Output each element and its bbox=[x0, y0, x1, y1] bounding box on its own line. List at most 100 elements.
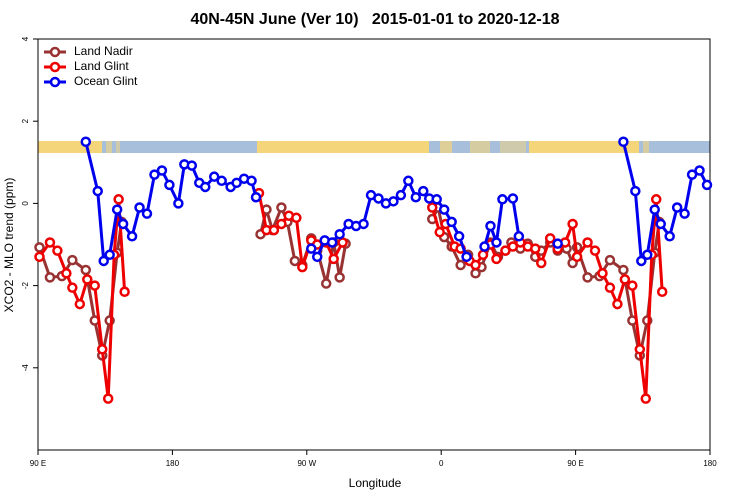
series-marker bbox=[67, 254, 78, 266]
series-marker bbox=[636, 255, 647, 267]
series-marker bbox=[634, 344, 646, 355]
series-marker bbox=[156, 165, 168, 176]
series-marker bbox=[334, 272, 345, 283]
series-marker bbox=[491, 237, 502, 248]
series-marker bbox=[98, 255, 109, 267]
series-marker bbox=[250, 191, 262, 203]
series-marker bbox=[434, 226, 445, 238]
series-marker bbox=[694, 165, 705, 176]
series-marker bbox=[141, 208, 153, 219]
series-marker bbox=[671, 202, 683, 213]
y-tick-label: -2 bbox=[21, 281, 30, 289]
series-marker bbox=[134, 202, 145, 213]
series-marker bbox=[640, 393, 652, 404]
series-marker bbox=[80, 136, 92, 147]
legend-marker bbox=[49, 46, 61, 58]
series-marker bbox=[438, 204, 450, 215]
series-marker bbox=[200, 181, 211, 193]
series-marker bbox=[582, 237, 593, 248]
series-marker bbox=[500, 245, 511, 256]
series-marker bbox=[618, 264, 629, 276]
series-marker bbox=[597, 268, 608, 279]
series-marker bbox=[582, 272, 593, 283]
series-marker bbox=[513, 231, 525, 242]
series-marker bbox=[649, 204, 660, 215]
series-marker bbox=[388, 196, 399, 207]
series-line bbox=[621, 141, 709, 265]
series-marker bbox=[104, 249, 115, 261]
series-marker bbox=[642, 249, 653, 261]
series-marker bbox=[418, 185, 429, 197]
series-marker bbox=[446, 216, 457, 228]
series-marker bbox=[656, 286, 668, 298]
series-marker bbox=[426, 202, 438, 213]
series-marker bbox=[276, 218, 287, 230]
series-marker bbox=[297, 261, 308, 273]
x-tick-label: 0 bbox=[439, 459, 444, 468]
series-marker bbox=[571, 251, 583, 263]
series-marker bbox=[664, 231, 675, 242]
series-marker bbox=[44, 272, 56, 283]
series-marker bbox=[216, 175, 227, 187]
series-marker bbox=[655, 218, 666, 230]
series-marker bbox=[552, 238, 563, 249]
series-marker bbox=[306, 243, 317, 254]
series-marker bbox=[358, 218, 369, 230]
series-marker bbox=[431, 194, 442, 205]
series-marker bbox=[164, 179, 175, 191]
series-marker bbox=[231, 177, 242, 189]
series-marker bbox=[291, 212, 302, 224]
series-marker bbox=[604, 282, 616, 293]
series-marker bbox=[627, 280, 638, 291]
series-marker bbox=[268, 224, 280, 236]
series-marker bbox=[149, 169, 160, 180]
y-tick-label: -4 bbox=[21, 364, 30, 372]
series-marker bbox=[679, 208, 690, 219]
series-marker bbox=[612, 298, 623, 310]
series-marker bbox=[102, 393, 114, 404]
series-marker bbox=[403, 175, 414, 187]
series-marker bbox=[334, 228, 345, 240]
series-marker bbox=[312, 251, 323, 263]
series-marker bbox=[337, 237, 348, 248]
series-marker bbox=[530, 243, 541, 254]
x-tick-label: 90 E bbox=[30, 459, 46, 468]
series-marker bbox=[289, 255, 301, 267]
series-marker bbox=[328, 253, 339, 265]
series-marker bbox=[491, 253, 502, 265]
series-marker bbox=[410, 191, 422, 203]
series-marker bbox=[650, 194, 662, 205]
series-marker bbox=[567, 218, 578, 230]
x-tick-label: 180 bbox=[703, 459, 717, 468]
series-marker bbox=[92, 185, 103, 197]
series-marker bbox=[186, 160, 198, 171]
series-marker bbox=[589, 245, 601, 256]
surface-strip bbox=[38, 141, 710, 153]
series-marker bbox=[111, 204, 123, 215]
series-marker bbox=[455, 259, 466, 271]
x-tick-label: 90 E bbox=[567, 459, 583, 468]
x-tick-label: 180 bbox=[166, 459, 180, 468]
legend-marker bbox=[49, 76, 61, 88]
series-marker bbox=[96, 344, 108, 355]
x-axis-label: Longitude bbox=[349, 476, 402, 490]
y-tick-label: 4 bbox=[21, 36, 30, 41]
series-marker bbox=[701, 179, 713, 191]
series-marker bbox=[74, 298, 86, 310]
series-marker bbox=[618, 136, 629, 147]
series-marker bbox=[113, 194, 124, 205]
series-marker bbox=[686, 169, 698, 180]
series-marker bbox=[44, 237, 56, 248]
series-marker bbox=[89, 280, 100, 291]
y-axis-label: XCO2 - MLO trend (ppm) bbox=[2, 178, 16, 313]
series-marker bbox=[536, 257, 547, 269]
series-line bbox=[84, 141, 258, 265]
y-tick-label: 0 bbox=[21, 201, 30, 206]
series-marker bbox=[477, 249, 489, 261]
series-line bbox=[38, 199, 127, 399]
plot-frame bbox=[37, 38, 711, 451]
series-marker bbox=[82, 274, 93, 285]
series-marker bbox=[544, 233, 556, 244]
series-marker bbox=[479, 241, 490, 252]
